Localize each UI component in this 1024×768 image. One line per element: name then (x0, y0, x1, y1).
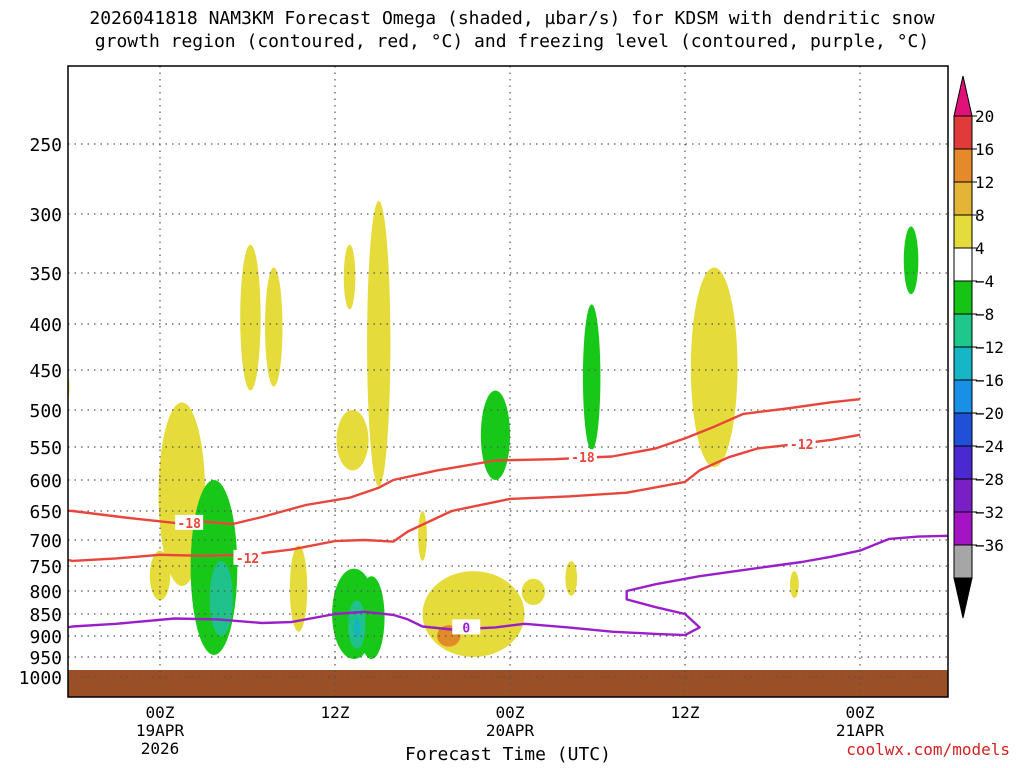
credit-link[interactable]: coolwx.com/models (846, 740, 1010, 759)
x-tick-label: 00Z (146, 703, 175, 722)
omega-shaded-region (265, 267, 283, 387)
omega-shaded-region (582, 304, 601, 451)
omega-shaded-region (336, 410, 369, 471)
y-tick-label: 1000 (19, 668, 62, 689)
colorbar-tick-label: 8 (975, 206, 985, 225)
omega-shaded-region (358, 576, 385, 660)
omega-shaded-region (790, 571, 799, 599)
colorbar-tick-label: 16 (975, 140, 994, 159)
y-tick-label: 400 (29, 315, 62, 336)
colorbar-swatch (953, 379, 973, 414)
y-tick-label: 600 (29, 471, 62, 492)
colorbar-swatch (953, 115, 973, 150)
omega-shaded-region (289, 545, 308, 632)
omega-shaded-region (367, 200, 391, 487)
colorbar-bottom-extend (953, 577, 973, 619)
omega-shaded-region (240, 244, 261, 391)
contour-label: -18 (177, 517, 201, 532)
omega-shaded-region (149, 550, 171, 601)
colorbar-tick-label: −24 (975, 437, 1004, 456)
colorbar-tick-label: 4 (975, 239, 985, 258)
colorbar-top-extend (953, 75, 973, 117)
y-tick-label: 500 (29, 401, 62, 422)
chart-title-line-2: growth region (contoured, red, °C) and f… (94, 31, 930, 52)
y-tick-label: 700 (29, 531, 62, 552)
colorbar-swatch (953, 478, 973, 513)
colorbar-tick-label: −16 (975, 371, 1004, 390)
colorbar-tick-label: −28 (975, 470, 1004, 489)
contour-label: -12 (790, 438, 813, 453)
x-tick-label: 2026 (141, 739, 180, 758)
omega-shaded-region (565, 560, 578, 596)
plot-area: -18 -18 -12 -12 0 (0, 66, 948, 697)
omega-shaded-region (0, 443, 10, 511)
x-axis-title: Forecast Time (UTC) (405, 744, 611, 765)
y-tick-label: 800 (29, 582, 62, 603)
omega-shaded-region (521, 578, 545, 605)
y-tick-label: 950 (29, 648, 62, 669)
colorbar-swatch (953, 247, 973, 282)
colorbar-swatch (953, 214, 973, 249)
chart-title-line-1: 2026041818 NAM3KM Forecast Omega (shaded… (89, 8, 935, 29)
x-tick-label: 20APR (486, 721, 535, 740)
colorbar-tick-label: −12 (975, 338, 1004, 357)
x-tick-label: 00Z (846, 703, 875, 722)
contour-label: 0 (462, 621, 470, 636)
x-tick-label: 21APR (836, 721, 885, 740)
contour-line (68, 398, 861, 526)
y-tick-label: 750 (29, 557, 62, 578)
omega-shaded-region (353, 618, 360, 639)
x-tick-label: 12Z (671, 703, 700, 722)
ground-strip (68, 670, 948, 697)
contour-label-bg (568, 449, 597, 465)
contour-line (68, 433, 861, 563)
y-tick-label: 350 (29, 264, 62, 285)
contour-label-bg (452, 619, 481, 635)
omega-shaded-region (343, 244, 356, 310)
x-tick-label: 12Z (321, 703, 350, 722)
omega-shaded-region (418, 511, 427, 561)
omega-shaded-region (480, 390, 510, 480)
colorbar-tick-label: −4 (975, 272, 994, 291)
colorbar-swatch (953, 445, 973, 480)
colorbar-swatch (953, 412, 973, 447)
colorbar-swatch (953, 313, 973, 348)
colorbar-tick-label: 20 (975, 107, 994, 126)
y-tick-label: 850 (29, 605, 62, 626)
contour-label-bg (175, 514, 204, 530)
plot-frame (67, 65, 949, 698)
colorbar-tick-label: −8 (975, 305, 994, 324)
colorbar-swatch (953, 280, 973, 315)
y-tick-label: 300 (29, 205, 62, 226)
y-tick-label: 450 (29, 361, 62, 382)
colorbar-swatch (953, 346, 973, 381)
colorbar-swatch (953, 511, 973, 546)
y-tick-label: 250 (29, 135, 62, 156)
contour-label-bg (233, 549, 262, 565)
colorbar-tick-label: −32 (975, 503, 1004, 522)
x-tick-label: 19APR (136, 721, 185, 740)
colorbar-tick-label: −36 (975, 536, 1004, 555)
colorbar-tick-label: −20 (975, 404, 1004, 423)
colorbar-swatch (953, 181, 973, 216)
y-tick-label: 550 (29, 438, 62, 459)
omega-shaded-region (209, 560, 233, 636)
colorbar-tick-label: 12 (975, 173, 994, 192)
contour-label: -18 (571, 451, 595, 466)
y-tick-label: 650 (29, 502, 62, 523)
y-tick-label: 900 (29, 627, 62, 648)
colorbar-swatch (953, 544, 973, 579)
x-tick-label: 00Z (496, 703, 525, 722)
contour-label-bg (787, 436, 816, 452)
omega-shaded-region (903, 226, 919, 295)
colorbar-swatch (953, 148, 973, 183)
contour-line (68, 534, 948, 637)
contour-label: -12 (236, 552, 259, 567)
omega-shaded-region (690, 267, 738, 468)
omega-shaded-region (190, 479, 238, 655)
